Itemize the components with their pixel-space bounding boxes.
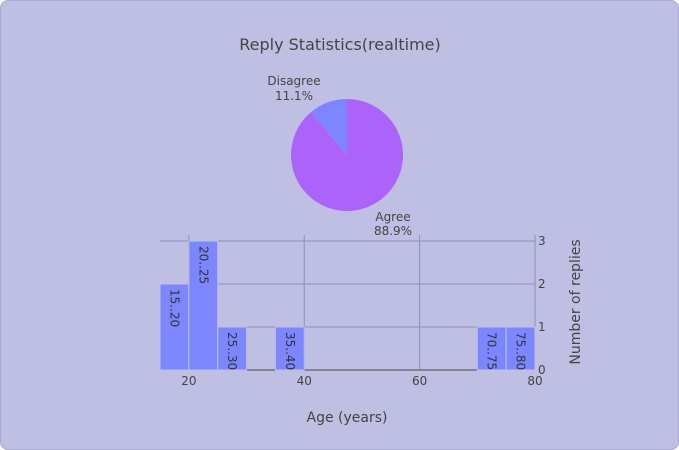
bar-label: 35..40: [283, 332, 297, 370]
pie-chart: [290, 99, 403, 211]
pie-slice-disagree: [311, 99, 347, 155]
y-tick-label: 1: [538, 320, 546, 334]
histogram-bar: [188, 240, 219, 371]
bar-label: 70..75: [485, 332, 499, 370]
x-tick-label: 20: [181, 374, 196, 388]
chart-title: Reply Statistics(realtime): [239, 35, 441, 54]
bar-label: 75..80: [514, 332, 528, 370]
pie-label-disagree-name: Disagree: [267, 74, 320, 88]
histogram-bar: [217, 326, 248, 371]
pie-label-agree: Agree 88.9%: [374, 210, 412, 238]
x-tick-label: 80: [527, 374, 542, 388]
histogram-bar: [274, 326, 305, 371]
pie-label-disagree: Disagree 11.1%: [267, 74, 320, 103]
bar-label: 25..30: [225, 332, 239, 370]
pie-label-disagree-percent: 11.1%: [275, 89, 313, 103]
y-axis-title: Number of replies: [568, 239, 584, 364]
bar-label: 15..20: [167, 289, 181, 327]
pie-label-agree-percent: 88.9%: [374, 224, 412, 238]
bar-label: 20..25: [196, 246, 210, 284]
y-tick-label: 0: [538, 363, 546, 377]
x-axis-title: Age (years): [307, 410, 388, 426]
histogram-ticks: 20 40 60 800 1 2 3: [181, 234, 545, 388]
y-tick-label: 2: [538, 277, 546, 291]
x-tick-label: 40: [297, 374, 312, 388]
y-tick-label: 3: [538, 234, 546, 248]
histogram-bar: [505, 326, 536, 371]
pie-slice-agree: [290, 99, 403, 211]
histogram-bar: [476, 326, 507, 371]
histogram-bar: [159, 283, 190, 371]
histogram-bars: 15..20 20..25 25..30 35..40 70..75 75..80: [159, 240, 536, 371]
pie-label-agree-name: Agree: [375, 210, 410, 224]
x-tick-label: 60: [412, 374, 427, 388]
